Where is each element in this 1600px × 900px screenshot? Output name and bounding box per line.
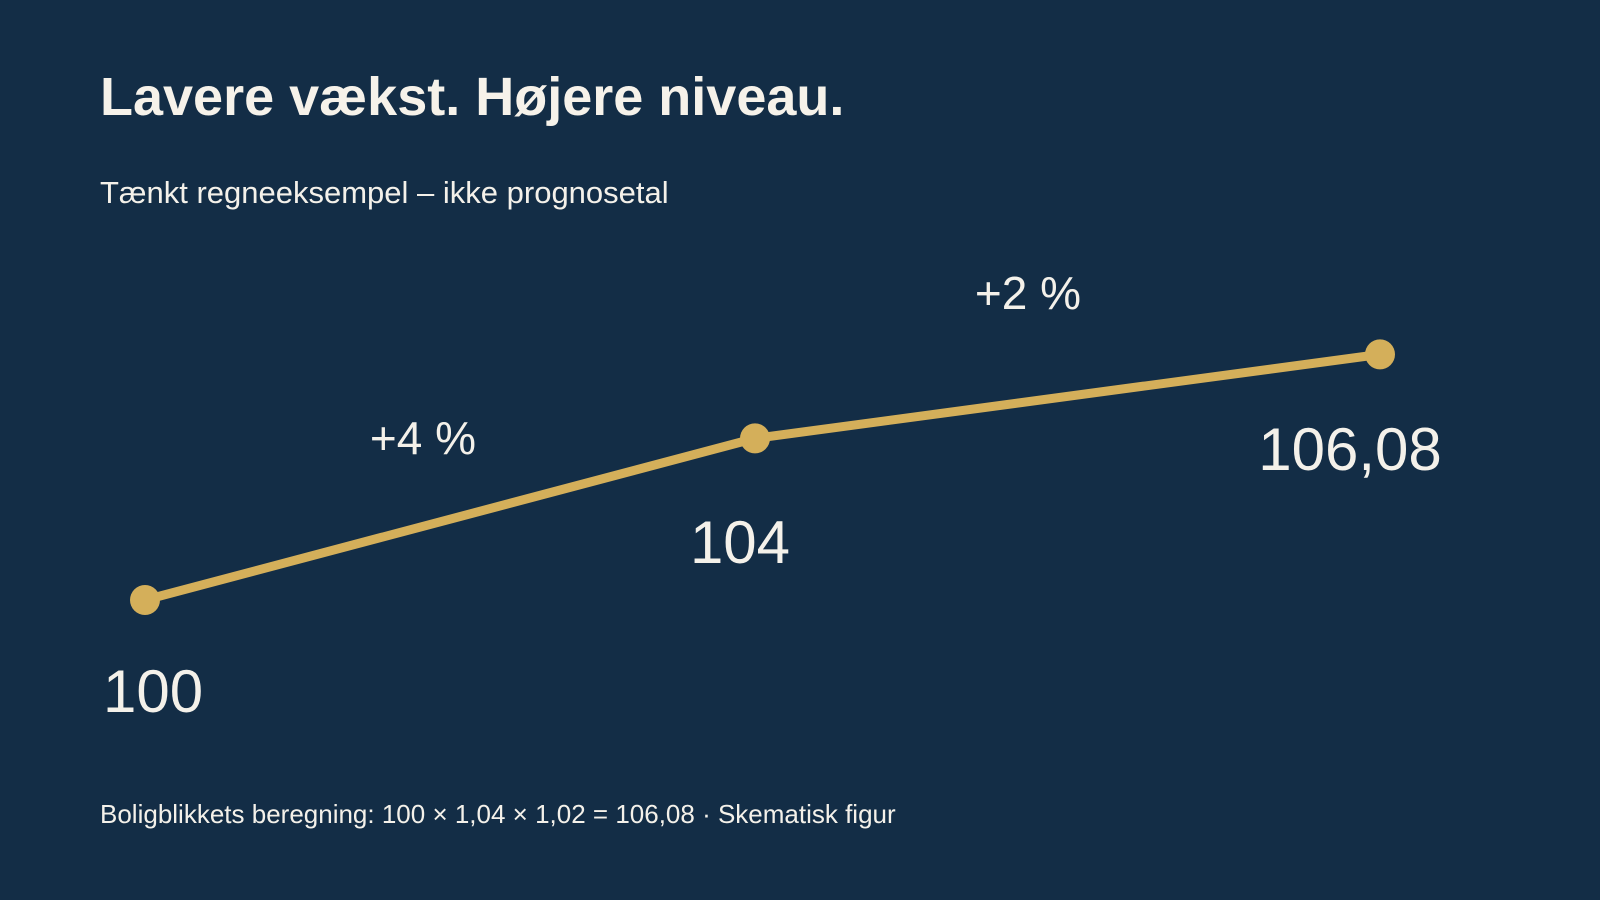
page-title: Lavere vækst. Højere niveau. [100, 67, 845, 127]
value-label-1: 100 [103, 658, 203, 725]
line-segment-1 [140, 433, 760, 605]
growth-label-2: +2 % [975, 267, 1081, 319]
data-point-1 [130, 585, 160, 615]
line-segment-2 [750, 349, 1385, 443]
chart-line-layer [140, 349, 1385, 605]
growth-label-1: +4 % [370, 412, 476, 464]
value-label-3: 106,08 [1258, 416, 1442, 483]
data-point-2 [740, 423, 770, 454]
chart-label-layer: 100 104 106,08 +4 % +2 % [103, 267, 1442, 725]
chart-point-layer [130, 339, 1395, 615]
data-point-3 [1365, 339, 1395, 370]
value-label-2: 104 [690, 509, 790, 576]
footer-note: Boligblikkets beregning: 100 × 1,04 × 1,… [100, 799, 896, 829]
page-subtitle: Tænkt regneeksempel – ikke prognosetal [100, 175, 669, 210]
